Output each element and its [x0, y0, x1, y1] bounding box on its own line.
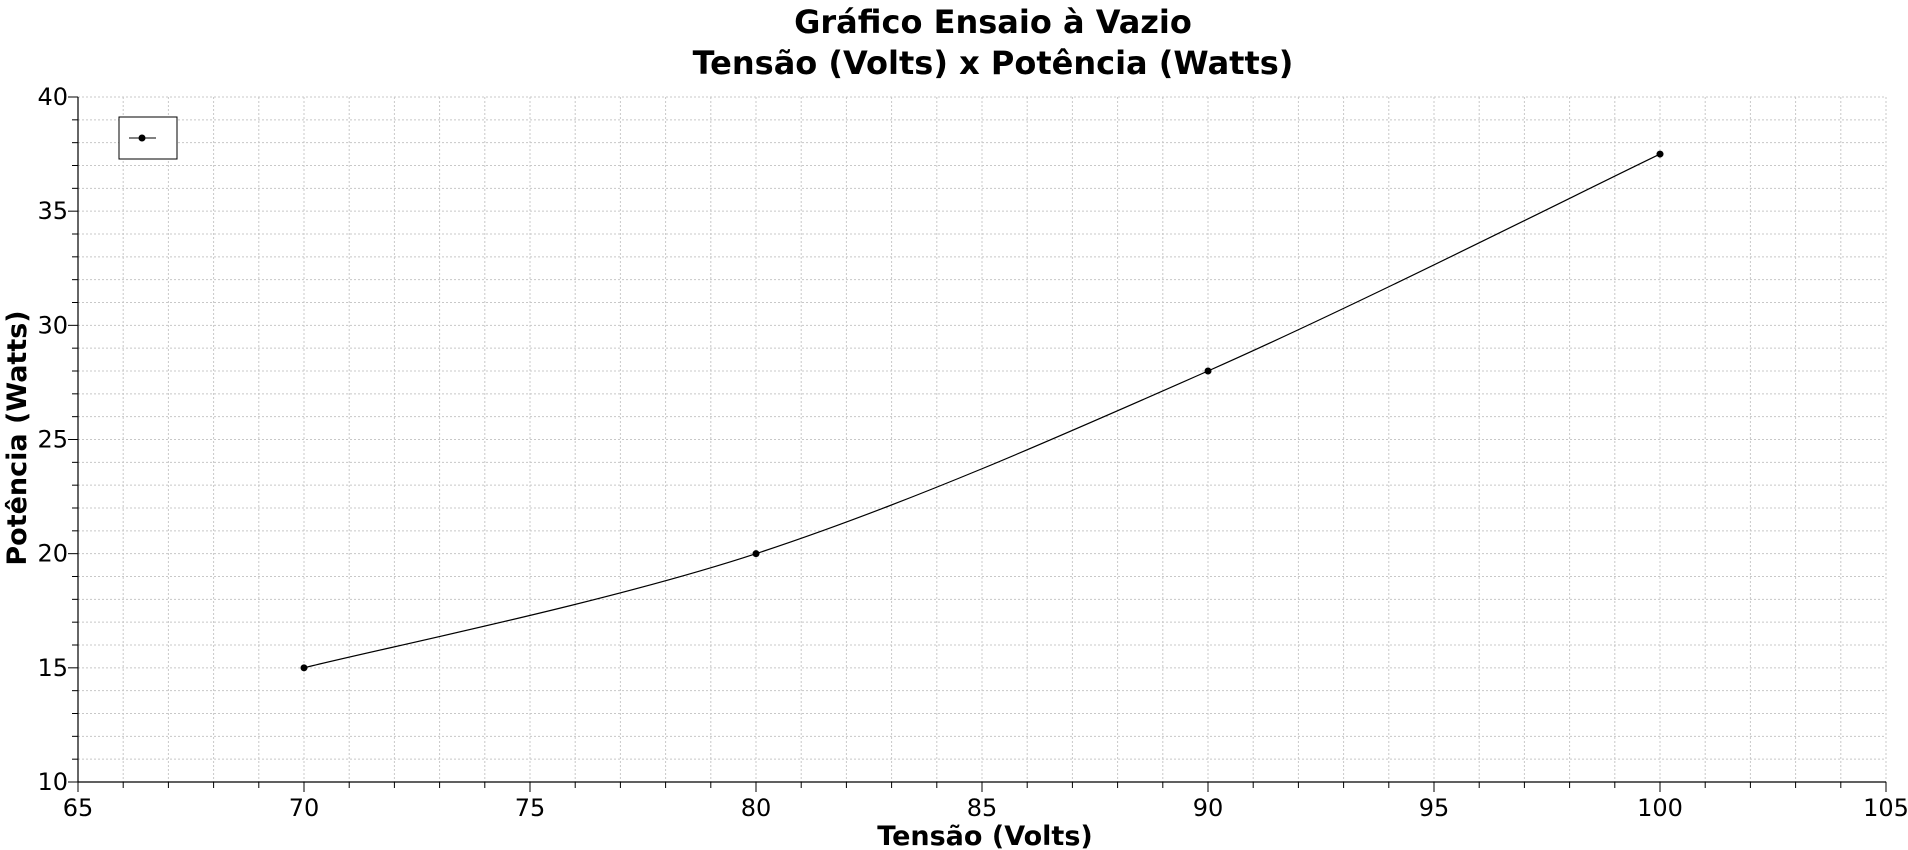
- chart-title: Gráfico Ensaio à Vazio: [794, 3, 1192, 41]
- x-axis-label: Tensão (Volts): [877, 821, 1093, 850]
- legend-marker-sample: [138, 134, 146, 142]
- plot-area: [300, 150, 1664, 672]
- x-tick-label: 90: [1193, 794, 1224, 822]
- y-tick-label: 40: [37, 83, 68, 111]
- data-point: [1204, 367, 1212, 375]
- data-point: [300, 664, 308, 672]
- y-axis-label: Potência (Watts): [2, 310, 33, 565]
- chart-subtitle: Tensão (Volts) x Potência (Watts): [693, 44, 1294, 82]
- y-tick-label: 15: [37, 654, 68, 682]
- x-tick-label: 95: [1419, 794, 1450, 822]
- y-tick-label: 20: [37, 540, 68, 568]
- x-tick-label: 80: [741, 794, 772, 822]
- data-point: [752, 550, 760, 558]
- data-point: [1656, 150, 1664, 158]
- x-tick-label: 70: [289, 794, 320, 822]
- y-tick-label: 35: [37, 197, 68, 225]
- x-tick-label: 100: [1637, 794, 1683, 822]
- ticks: 65 70 75 80 85 90 95 100 105 10 15 20 25 30 35 40: [37, 83, 1908, 822]
- y-tick-label: 10: [37, 768, 68, 796]
- series-line: [303, 153, 1661, 669]
- legend: [118, 116, 178, 160]
- x-tick-label: 65: [63, 794, 94, 822]
- grid: [78, 96, 1887, 782]
- y-tick-label: 25: [37, 426, 68, 454]
- x-tick-label: 85: [967, 794, 998, 822]
- y-tick-label: 30: [37, 311, 68, 339]
- x-tick-label: 75: [515, 794, 546, 822]
- x-tick-label: 105: [1863, 794, 1908, 822]
